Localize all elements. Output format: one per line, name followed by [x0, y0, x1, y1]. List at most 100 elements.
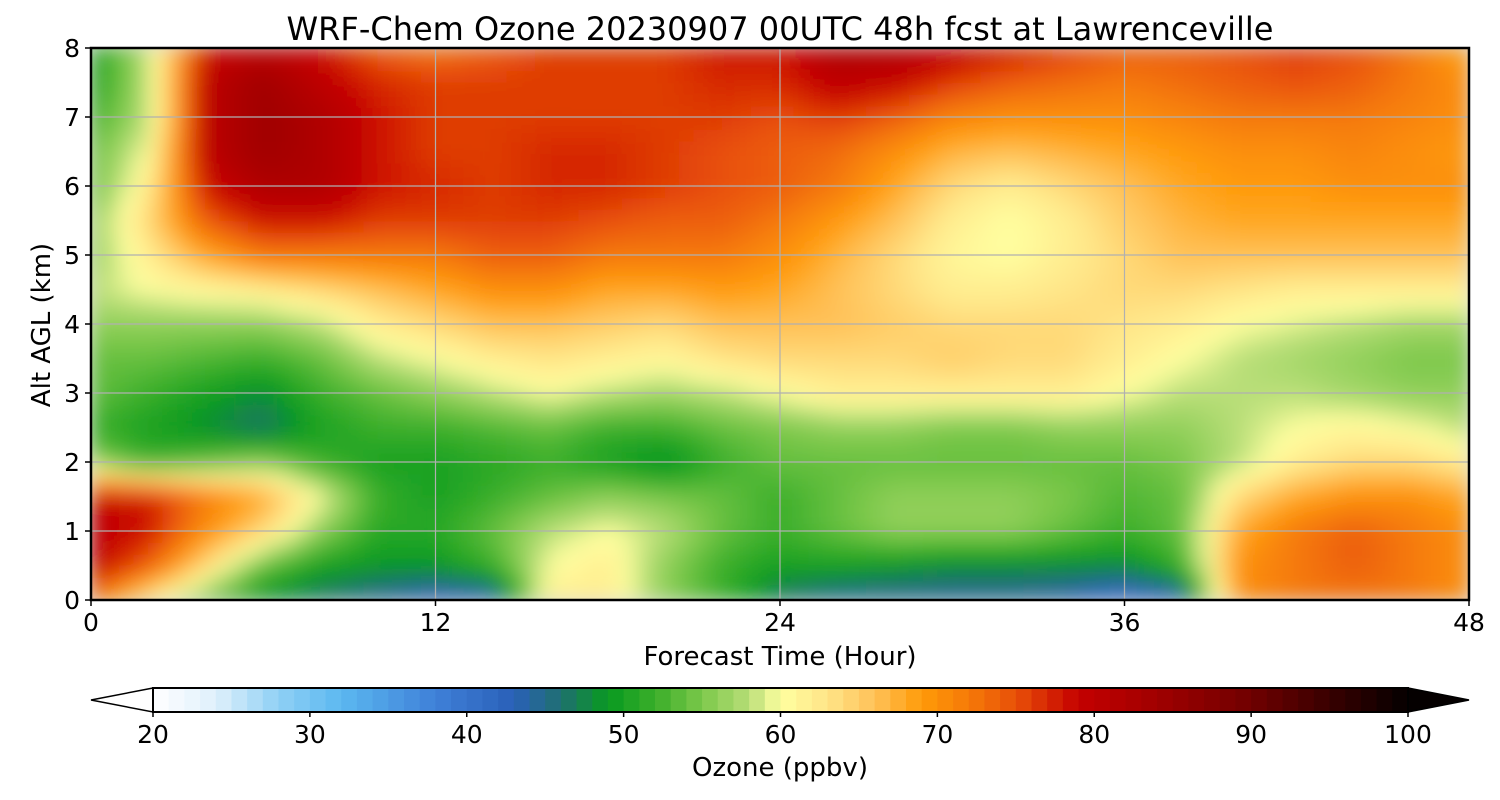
heatmap-cell [592, 104, 609, 118]
heatmap-cell [248, 288, 264, 302]
heatmap-cell [1353, 380, 1370, 394]
heatmap-cell [721, 334, 738, 348]
heatmap-cell [1224, 173, 1240, 187]
heatmap-cell [750, 93, 767, 107]
heatmap-cell [477, 553, 494, 567]
heatmap-cell [1425, 334, 1441, 348]
heatmap-cell [1224, 58, 1240, 72]
heatmap-cell [1396, 403, 1413, 417]
heatmap-cell [1454, 484, 1469, 498]
heatmap-cell [162, 208, 178, 222]
heatmap-cell [176, 58, 193, 72]
heatmap-cell [535, 495, 551, 509]
heatmap-cell [994, 127, 1011, 141]
heatmap-cell [205, 426, 221, 440]
heatmap-cell [1238, 58, 1255, 72]
heatmap-cell [248, 127, 264, 141]
heatmap-cell [219, 495, 236, 509]
heatmap-cell [1367, 530, 1384, 544]
heatmap-cell [1310, 530, 1327, 544]
heatmap-cell [406, 139, 422, 153]
heatmap-cell [650, 518, 666, 532]
heatmap-cell [162, 58, 178, 72]
heatmap-cell [1123, 415, 1140, 429]
heatmap-cell [721, 208, 738, 222]
heatmap-cell [1253, 346, 1269, 360]
heatmap-cell [836, 461, 853, 475]
heatmap-cell [420, 541, 437, 555]
heatmap-cell [477, 219, 494, 233]
heatmap-cell [951, 81, 968, 95]
heatmap-cell [104, 518, 121, 532]
heatmap-cell [607, 254, 623, 268]
heatmap-cell [793, 518, 810, 532]
heatmap-cell [937, 311, 953, 325]
colorbar-cell [733, 688, 750, 712]
heatmap-cell [836, 334, 853, 348]
heatmap-cell [1439, 403, 1456, 417]
heatmap-cell [133, 426, 150, 440]
heatmap-cell [851, 116, 867, 130]
heatmap-cell [291, 518, 307, 532]
heatmap-cell [1382, 185, 1398, 199]
heatmap-cell [406, 277, 422, 291]
heatmap-cell [980, 93, 996, 107]
heatmap-cell [449, 277, 465, 291]
heatmap-cell [1382, 323, 1398, 337]
heatmap-cell [678, 104, 695, 118]
heatmap-cell [937, 472, 953, 486]
heatmap-cell [1281, 139, 1298, 153]
heatmap-cell [1238, 564, 1255, 578]
heatmap-cell [793, 242, 810, 256]
heatmap-cell [765, 70, 781, 84]
heatmap-cell [1138, 415, 1154, 429]
heatmap-cell [578, 564, 594, 578]
heatmap-cell [147, 484, 164, 498]
heatmap-cell [779, 449, 795, 463]
heatmap-cell [1095, 495, 1111, 509]
heatmap-cell [908, 173, 925, 187]
heatmap-cell [1009, 162, 1025, 176]
heatmap-cell [1267, 449, 1283, 463]
heatmap-cell [635, 541, 652, 555]
heatmap-cell [865, 403, 882, 417]
heatmap-cell [808, 288, 824, 302]
heatmap-cell [793, 576, 810, 590]
heatmap-cell [822, 185, 839, 199]
heatmap-cell [1296, 495, 1312, 509]
heatmap-cell [937, 323, 953, 337]
heatmap-cell [1253, 403, 1269, 417]
heatmap-cell [678, 162, 695, 176]
heatmap-cell [91, 150, 106, 164]
heatmap-cell [1138, 403, 1154, 417]
heatmap-cell [1166, 185, 1183, 199]
heatmap-cell [635, 300, 652, 314]
heatmap-cell [1023, 300, 1039, 314]
heatmap-cell [1181, 449, 1197, 463]
heatmap-cell [1238, 185, 1255, 199]
heatmap-cell [635, 288, 652, 302]
heatmap-cell [233, 472, 250, 486]
heatmap-cell [908, 530, 925, 544]
heatmap-cell [190, 242, 207, 256]
heatmap-cell [133, 81, 150, 95]
heatmap-cell [1396, 472, 1413, 486]
heatmap-cell [779, 311, 795, 325]
heatmap-cell [363, 93, 379, 107]
heatmap-cell [1066, 127, 1083, 141]
heatmap-cell [1080, 139, 1097, 153]
heatmap-cell [1296, 162, 1312, 176]
heatmap-cell [1023, 587, 1039, 600]
heatmap-cell [1367, 196, 1384, 210]
heatmap-cell [922, 380, 939, 394]
heatmap-cell [176, 495, 193, 509]
heatmap-cell [1066, 185, 1083, 199]
heatmap-cell [879, 254, 896, 268]
heatmap-cell [1353, 139, 1370, 153]
heatmap-cell [549, 254, 566, 268]
heatmap-cell [1382, 196, 1398, 210]
heatmap-cell [966, 576, 982, 590]
heatmap-cell [104, 70, 121, 84]
heatmap-cell [1138, 541, 1154, 555]
heatmap-cell [1066, 461, 1083, 475]
